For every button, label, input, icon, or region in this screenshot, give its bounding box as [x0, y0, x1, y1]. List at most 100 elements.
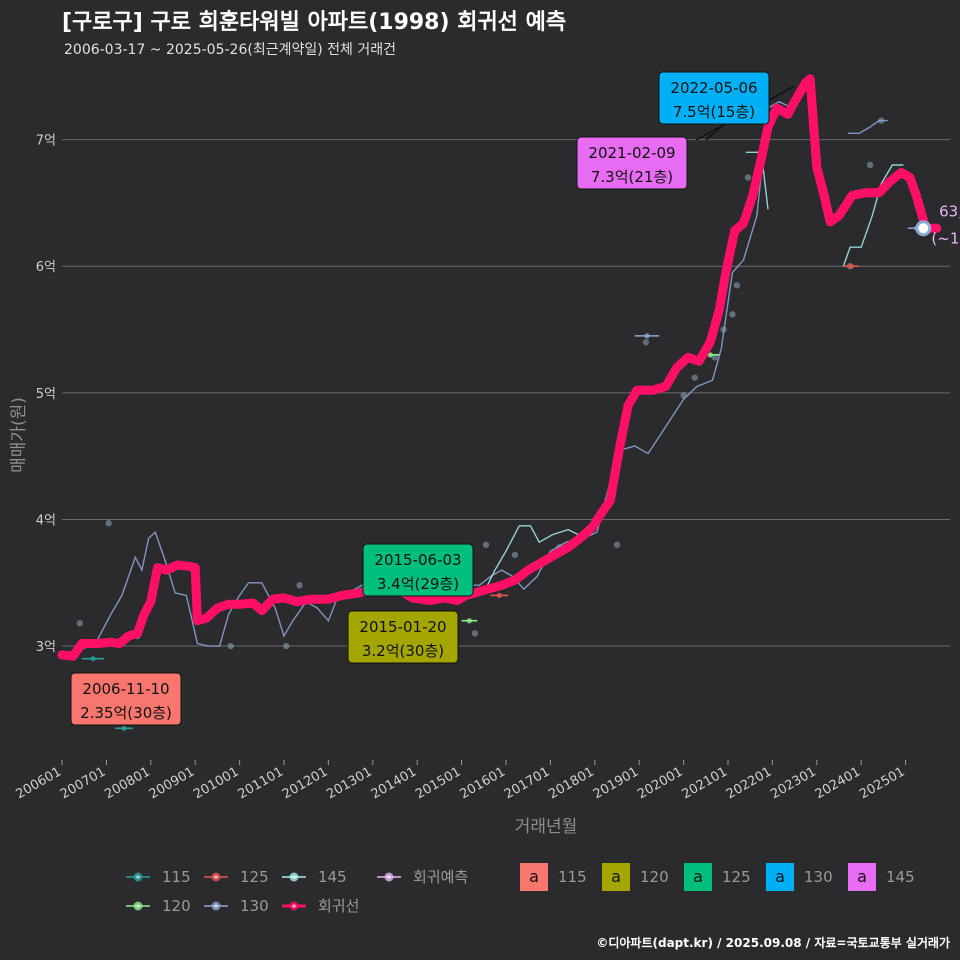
x-tick-label: 202301: [768, 764, 818, 802]
legend-swatch-glyph: a: [693, 867, 703, 886]
chart-subtitle: 2006-03-17 ~ 2025-05-26(최근계약일) 전체 거래건: [64, 42, 396, 58]
x-tick-label: 200601: [14, 764, 64, 802]
legend-dot-core: [214, 875, 218, 879]
legend-dot-core: [292, 875, 296, 879]
series-line-130: [847, 119, 888, 134]
legend-swatch-label: 115: [558, 868, 587, 886]
x-tick-label: 202001: [635, 764, 685, 802]
legend-dot-core: [136, 875, 140, 879]
prediction-area-label: (~130㎡): [931, 229, 960, 247]
scatter-point: [227, 642, 234, 650]
legend-swatch: [520, 863, 548, 891]
segment-point-120: [707, 352, 713, 358]
segment-point-115: [90, 656, 96, 662]
legend-swatch-glyph: a: [857, 867, 867, 886]
annotation-date: 2021-02-09: [588, 144, 675, 162]
x-tick-label: 201001: [191, 764, 241, 802]
legend-label: 145: [318, 868, 347, 886]
regression-line: [57, 74, 942, 661]
x-tick-label: 201501: [413, 764, 463, 802]
legend-label: 130: [240, 897, 269, 915]
x-tick-label: 202401: [813, 764, 863, 802]
legend-swatch-label: 120: [640, 868, 669, 886]
x-tick-label: 200901: [147, 764, 197, 802]
segment-point-130: [644, 333, 650, 339]
annotation-date: 2006-11-10: [82, 680, 169, 698]
scatter-point: [471, 630, 479, 637]
x-axis-title: 거래년월: [515, 817, 578, 837]
x-tick-label: 202501: [857, 764, 907, 802]
annotation-price: 3.4억(29층): [377, 575, 459, 593]
annotation-price: 7.3억(21층): [591, 168, 673, 186]
scatter-point: [711, 354, 718, 361]
annotation-price: 2.35억(30층): [80, 704, 172, 722]
y-tick-label: 4억: [36, 513, 56, 528]
plot-area: [62, 70, 950, 760]
x-tick-label: 201601: [458, 764, 508, 802]
scatter-point: [866, 161, 874, 169]
scatter-point: [296, 582, 303, 589]
annotation-price: 3.2억(30층): [362, 642, 444, 660]
y-tick-label: 3억: [36, 640, 56, 655]
series-line-145: [745, 151, 769, 210]
y-tick-label: 6억: [36, 260, 56, 275]
legend-swatch-glyph: a: [611, 867, 621, 886]
annotation-box: [347, 610, 459, 664]
legend-swatch: [766, 863, 794, 891]
x-tick-label: 201701: [502, 764, 552, 802]
annotation-price: 7.5억(15층): [673, 103, 755, 121]
x-tick-label: 201101: [236, 764, 286, 802]
legend-dot-core: [214, 904, 218, 908]
scatter-point: [105, 520, 112, 527]
annotation-box: [576, 136, 688, 190]
legend-label: 125: [240, 868, 269, 886]
legend-label: 회귀예측: [413, 868, 468, 886]
segment-point-125: [496, 592, 502, 599]
legend-swatch: [684, 863, 712, 891]
series-line-145: [483, 525, 585, 594]
segment-point-115: [121, 725, 127, 731]
chart-title: [구로구] 구로 희훈타워빌 아파트(1998) 회귀선 예측: [62, 10, 567, 35]
x-tick-label: 202201: [724, 764, 774, 802]
legend-swatch: [848, 863, 876, 891]
annotation-box: [658, 71, 770, 125]
legend-label: 115: [162, 868, 191, 886]
x-tick-label: 200801: [102, 764, 152, 802]
scatter-point: [691, 374, 698, 381]
scatter-point: [744, 174, 752, 181]
scatter-point: [613, 541, 621, 548]
segment-point-125: [848, 263, 854, 269]
prediction-price-label: 63,000: [939, 202, 960, 220]
legend-swatch-label: 145: [886, 868, 915, 886]
y-tick-label: 5억: [36, 387, 56, 402]
y-axis-title: 매매가(원): [9, 397, 29, 473]
scatter-point: [283, 642, 290, 650]
x-tick-label: 201801: [546, 764, 596, 802]
source-credit: ©디아파트(dapt.kr) / 2025.09.08 / 자료=국토교통부 실…: [596, 936, 950, 950]
scatter-point: [729, 311, 736, 318]
legend-swatch-label: 125: [722, 868, 751, 886]
annotation-box: [362, 543, 474, 597]
segment-point-120: [466, 618, 472, 624]
legend-swatch-glyph: a: [529, 867, 539, 886]
x-tick-label: 200701: [58, 764, 108, 802]
scatter-point: [482, 541, 490, 548]
scatter-point: [642, 339, 650, 346]
legend-dot-core: [136, 904, 140, 908]
prediction-point: [915, 220, 932, 237]
scatter-point: [76, 620, 83, 627]
annotation-date: 2015-01-20: [359, 618, 446, 636]
x-tick-label: 201201: [280, 764, 330, 802]
annotation-date: 2022-05-06: [670, 79, 757, 97]
annotation-date: 2015-06-03: [374, 551, 461, 569]
legend-swatch: [602, 863, 630, 891]
annotation-box: [70, 672, 182, 726]
y-tick-label: 7억: [36, 134, 56, 149]
series-line-145: [842, 164, 904, 267]
legend-swatch-label: 130: [804, 868, 833, 886]
legend-dot-core: [292, 904, 296, 908]
x-tick-label: 201301: [324, 764, 374, 802]
x-tick-label: 202101: [680, 764, 730, 802]
